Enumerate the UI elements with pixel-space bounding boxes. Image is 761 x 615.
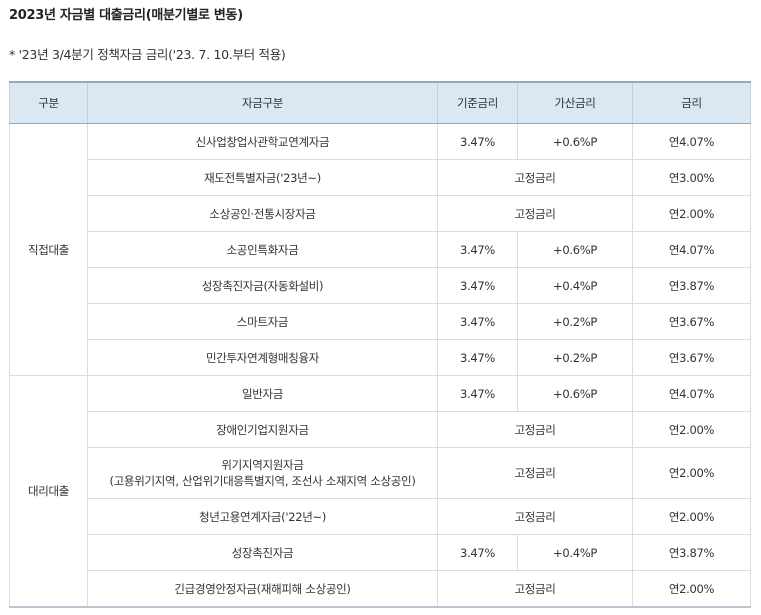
fund-name: 재도전특별자금('23년~) (87, 159, 438, 196)
base-rate: 3.47% (437, 231, 518, 268)
table-header-row: 구분 자금구분 기준금리 가산금리 금리 (9, 81, 751, 124)
final-rate: 연2.00% (632, 447, 751, 499)
fund-name: 성장촉진자금(자동화설비) (87, 267, 438, 304)
table-row: 직접대출 신사업창업사관학교연계자금 3.47% +0.6%P 연4.07% (9, 123, 751, 376)
fixed-rate: 고정금리 (437, 195, 633, 232)
base-rate: 3.47% (437, 534, 518, 571)
table-row: 성장촉진자금 3.47% +0.4%P 연3.87% (10, 534, 751, 571)
table-row: 소공인특화자금 3.47% +0.6%P 연4.07% (10, 231, 751, 268)
table-row: 위기지역지원자금 (고용위기지역, 산업위기대응특별지역, 조선사 소재지역 소… (10, 447, 751, 499)
added-rate: +0.4%P (517, 534, 633, 571)
table-row: 민간투자연계형매칭융자 3.47% +0.2%P 연3.67% (10, 339, 751, 376)
rate-table: 구분 자금구분 기준금리 가산금리 금리 직접대출 신사업창업사관학교연계자금 … (9, 81, 751, 608)
fixed-rate: 고정금리 (437, 447, 633, 499)
final-rate: 연3.67% (632, 339, 751, 376)
fund-name-cell: 위기지역지원자금 (고용위기지역, 산업위기대응특별지역, 조선사 소재지역 소… (87, 447, 438, 499)
fund-name: 장애인기업지원자금 (87, 411, 438, 448)
final-rate: 연4.07% (632, 375, 751, 412)
fund-name: 소상공인·전통시장자금 (87, 195, 438, 232)
table-row: 장애인기업지원자금 고정금리 연2.00% (10, 411, 751, 448)
added-rate: +0.6%P (517, 375, 633, 412)
final-rate: 연4.07% (632, 231, 751, 268)
table-row: 재도전특별자금('23년~) 고정금리 연3.00% (10, 159, 751, 196)
fund-name: 일반자금 (87, 375, 438, 412)
fund-name: 소공인특화자금 (87, 231, 438, 268)
base-rate: 3.47% (437, 267, 518, 304)
added-rate: +0.4%P (517, 267, 633, 304)
final-rate: 연2.00% (632, 498, 751, 535)
fund-name-sub: (고용위기지역, 산업위기대응특별지역, 조선사 소재지역 소상공인) (109, 474, 416, 488)
final-rate: 연2.00% (632, 195, 751, 232)
table-row: 청년고용연계자금('22년~) 고정금리 연2.00% (10, 498, 751, 535)
fund-name: 청년고용연계자금('22년~) (87, 498, 438, 535)
base-rate: 3.47% (437, 339, 518, 376)
page-title: 2023년 자금별 대출금리(매분기별로 변동) (9, 8, 243, 23)
table-row: 소상공인·전통시장자금 고정금리 연2.00% (10, 195, 751, 232)
final-rate: 연2.00% (632, 570, 751, 608)
fund-name: 민간투자연계형매칭융자 (87, 339, 438, 376)
final-rate: 연3.87% (632, 534, 751, 571)
added-rate: +0.6%P (517, 123, 633, 160)
fund-name: 스마트자금 (87, 303, 438, 340)
header-fund: 자금구분 (87, 81, 438, 124)
final-rate: 연4.07% (632, 123, 751, 160)
final-rate: 연3.87% (632, 267, 751, 304)
final-rate: 연3.67% (632, 303, 751, 340)
fixed-rate: 고정금리 (437, 411, 633, 448)
final-rate: 연2.00% (632, 411, 751, 448)
added-rate: +0.2%P (517, 303, 633, 340)
added-rate: +0.6%P (517, 231, 633, 268)
final-rate: 연3.00% (632, 159, 751, 196)
header-base-rate: 기준금리 (437, 81, 518, 124)
base-rate: 3.47% (437, 375, 518, 412)
rate-note: * '23년 3/4분기 정책자금 금리('23. 7. 10.부터 적용) (9, 47, 286, 62)
added-rate: +0.2%P (517, 339, 633, 376)
table-row: 긴급경영안정자금(재해피해 소상공인) 고정금리 연2.00% (10, 570, 751, 608)
fixed-rate: 고정금리 (437, 498, 633, 535)
fund-name: 긴급경영안정자금(재해피해 소상공인) (87, 570, 438, 608)
fund-name: 성장촉진자금 (87, 534, 438, 571)
fixed-rate: 고정금리 (437, 570, 633, 608)
table-row: 성장촉진자금(자동화설비) 3.47% +0.4%P 연3.87% (10, 267, 751, 304)
fund-name: 위기지역지원자금 (221, 458, 304, 472)
base-rate: 3.47% (437, 303, 518, 340)
header-added-rate: 가산금리 (517, 81, 633, 124)
category-cell: 직접대출 (9, 123, 88, 376)
fund-name: 신사업창업사관학교연계자금 (87, 123, 438, 160)
table-row: 대리대출 일반자금 3.47% +0.6%P 연4.07% (9, 375, 751, 608)
header-category: 구분 (9, 81, 88, 124)
category-cell: 대리대출 (9, 375, 88, 608)
table-row: 스마트자금 3.47% +0.2%P 연3.67% (10, 303, 751, 340)
fixed-rate: 고정금리 (437, 159, 633, 196)
header-rate: 금리 (632, 81, 751, 124)
base-rate: 3.47% (437, 123, 518, 160)
